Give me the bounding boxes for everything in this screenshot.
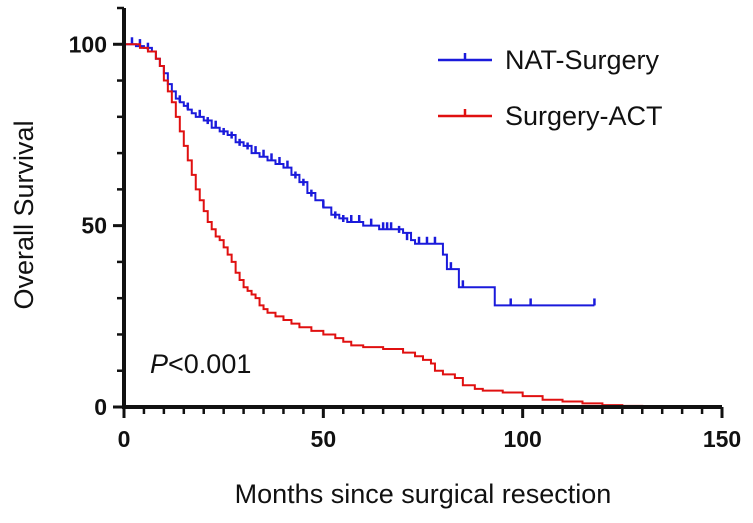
x-tick-label: 50 (311, 426, 337, 452)
legend-label-surgery-act: Surgery-ACT (505, 101, 663, 131)
series-surgery-act (124, 43, 675, 408)
x-tick-label: 100 (503, 426, 541, 452)
y-tick-labels: 0 50 100 (69, 31, 107, 420)
y-tick-label: 50 (81, 213, 107, 239)
p-value-annotation: P<0.001 (150, 349, 251, 379)
legend-label-nat-surgery: NAT-Surgery (505, 45, 660, 75)
series-nat-surgery (124, 37, 596, 307)
legend-item-surgery-act: Surgery-ACT (438, 101, 663, 131)
legend-item-nat-surgery: NAT-Surgery (438, 45, 660, 75)
x-tick-labels: 0 50 100 150 (118, 426, 742, 452)
x-axis-title: Months since surgical resection (235, 479, 612, 509)
series-layer (124, 37, 675, 408)
survival-curve (124, 43, 595, 307)
x-tick-label: 150 (703, 426, 741, 452)
y-axis-title: Overall Survival (9, 120, 39, 309)
legend: NAT-Surgery Surgery-ACT (438, 45, 663, 131)
y-tick-label: 0 (94, 394, 107, 420)
x-tick-label: 0 (118, 426, 131, 452)
p-value-italic: P (150, 349, 168, 379)
p-value-text: <0.001 (168, 349, 251, 379)
y-tick-label: 100 (69, 31, 107, 57)
survival-curve (124, 43, 675, 408)
